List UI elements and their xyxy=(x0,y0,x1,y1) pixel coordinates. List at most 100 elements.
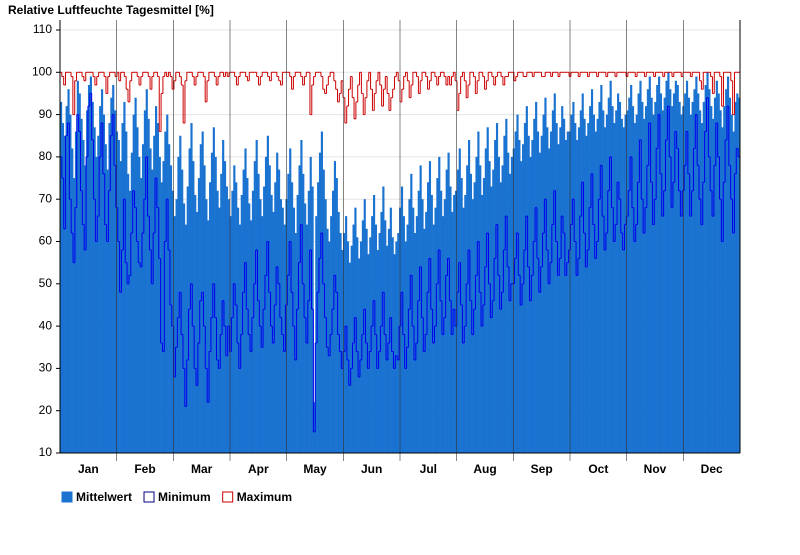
legend-swatch xyxy=(143,491,155,503)
bar xyxy=(440,190,443,454)
bar xyxy=(76,80,79,453)
bar xyxy=(553,93,556,453)
y-tick-label: 80 xyxy=(39,149,53,163)
bar xyxy=(708,89,711,453)
bar xyxy=(423,228,426,453)
bar xyxy=(332,190,335,454)
bar xyxy=(93,127,96,453)
bar xyxy=(479,165,482,454)
bar xyxy=(490,186,493,453)
bar xyxy=(684,93,687,453)
bar xyxy=(656,84,659,454)
bar xyxy=(469,173,473,453)
bar xyxy=(706,72,709,454)
bar xyxy=(685,80,689,453)
bar xyxy=(186,186,189,453)
bar xyxy=(443,199,446,453)
bar xyxy=(328,241,331,453)
bar xyxy=(413,233,417,453)
bar xyxy=(343,233,346,453)
bar xyxy=(73,178,76,454)
bar xyxy=(341,249,344,453)
bar xyxy=(520,161,523,453)
bar xyxy=(671,106,674,453)
bar xyxy=(663,97,666,454)
y-tick-label: 70 xyxy=(39,191,53,205)
bar xyxy=(572,101,575,453)
x-tick-label: Jun xyxy=(361,462,382,476)
bar xyxy=(644,106,648,453)
bar xyxy=(726,76,730,453)
bar xyxy=(702,101,705,453)
bar xyxy=(181,169,184,453)
bar xyxy=(317,182,320,453)
bar xyxy=(216,190,219,454)
bar xyxy=(633,123,636,453)
bar xyxy=(590,89,594,453)
bar xyxy=(652,114,655,453)
bar xyxy=(358,258,361,453)
bar xyxy=(563,118,566,453)
bar xyxy=(363,199,366,453)
bar xyxy=(112,84,115,454)
bar xyxy=(138,156,141,453)
bar xyxy=(367,254,370,453)
bar xyxy=(475,156,478,453)
bar xyxy=(95,156,98,453)
bar xyxy=(695,76,698,453)
bar xyxy=(97,135,100,453)
bar xyxy=(462,207,465,453)
bar xyxy=(236,207,240,453)
bar xyxy=(171,190,174,454)
bar xyxy=(197,178,201,454)
bar xyxy=(173,216,176,453)
bar xyxy=(110,97,113,454)
bar xyxy=(387,228,391,453)
x-tick-label: Feb xyxy=(134,462,155,476)
bar xyxy=(468,139,471,454)
bar xyxy=(561,106,564,453)
bar xyxy=(209,182,212,453)
bar xyxy=(715,80,718,453)
bar xyxy=(672,93,676,453)
bar xyxy=(531,139,534,454)
bar xyxy=(699,110,702,454)
bar xyxy=(115,131,119,453)
bar xyxy=(182,203,186,453)
bar xyxy=(304,203,307,453)
bar xyxy=(654,101,657,453)
bar xyxy=(220,173,223,453)
bar xyxy=(337,211,340,453)
bar xyxy=(61,123,65,453)
bar xyxy=(499,182,502,453)
bar xyxy=(555,123,558,453)
bar xyxy=(372,194,376,453)
bar xyxy=(117,139,120,454)
bar xyxy=(305,224,309,453)
bar xyxy=(108,123,111,453)
bar xyxy=(246,178,249,454)
bar xyxy=(481,194,484,453)
bar xyxy=(335,178,338,454)
bar xyxy=(665,80,668,453)
bar xyxy=(564,139,568,454)
bar xyxy=(404,241,407,453)
bar xyxy=(99,106,102,453)
bar xyxy=(153,135,156,453)
x-tick-label: Apr xyxy=(248,462,269,476)
bar xyxy=(598,101,601,453)
bar xyxy=(689,114,692,453)
bar xyxy=(320,131,323,453)
bar xyxy=(352,224,355,453)
bar xyxy=(697,93,700,453)
bar xyxy=(641,101,644,453)
bar xyxy=(501,165,504,454)
bar xyxy=(365,228,368,453)
bar xyxy=(525,106,528,453)
bar xyxy=(114,110,117,454)
x-tick-label: May xyxy=(303,462,327,476)
bar xyxy=(132,114,135,453)
bar xyxy=(546,127,549,453)
bar xyxy=(397,233,400,453)
bar xyxy=(723,106,726,453)
